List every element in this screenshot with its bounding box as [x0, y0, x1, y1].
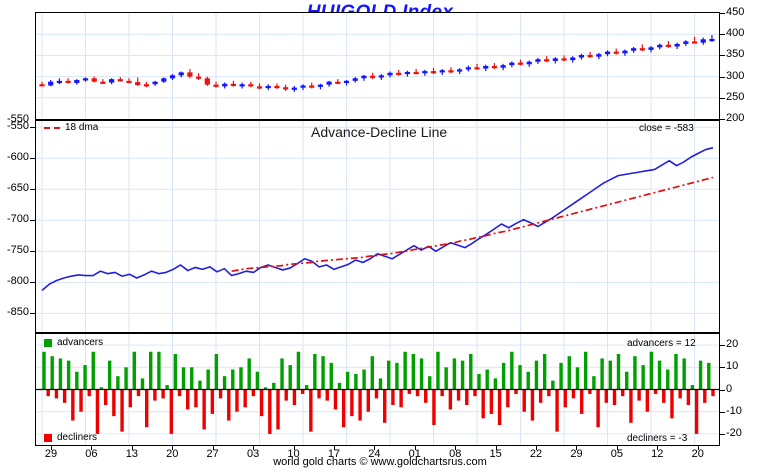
x-axis-tick-mark: [253, 446, 255, 450]
x-axis-tick-mark: [91, 446, 93, 450]
x-axis-tick-mark: [657, 446, 659, 450]
x-axis-tick-mark: [536, 446, 538, 450]
x-axis-tick-label: 05: [610, 448, 623, 460]
decliners-legend: decliners: [44, 432, 97, 443]
x-axis-tick-mark: [374, 446, 376, 450]
x-axis-tick-mark: [131, 446, 133, 450]
ad-left-ticks-tick: -550: [6, 120, 29, 133]
adline-title: Advance-Decline Line: [311, 124, 448, 140]
x-axis-tick-label: 27: [206, 448, 219, 460]
x-axis-tick-mark: [455, 446, 457, 450]
advancers-swatch-icon: [44, 338, 52, 347]
advancers-legend-label: advancers: [57, 337, 104, 348]
axis-tick-mark: [720, 76, 725, 78]
x-axis-tick-label: 10: [287, 448, 300, 460]
ad-left-ticks-tick: -850: [6, 306, 29, 319]
axis-tick-mark: [30, 158, 35, 160]
axis-tick-mark: [720, 119, 725, 120]
x-axis-tick-mark: [172, 446, 174, 450]
dma-legend: 18 dma: [44, 122, 98, 133]
axis-tick-mark: [720, 411, 725, 413]
axis-tick-mark: [30, 251, 35, 253]
ad-left-ticks-tick: -600: [6, 151, 29, 164]
x-axis-tick-label: 29: [570, 448, 583, 460]
x-axis-tick-label: 15: [489, 448, 502, 460]
x-axis-tick-label: 12: [651, 448, 664, 460]
axis-tick-mark: [720, 55, 725, 57]
breadth-right-ticks-tick: 20: [726, 338, 739, 351]
x-axis-tick-label: 17: [327, 448, 341, 460]
axis-tick-mark: [30, 189, 35, 191]
x-axis-tick-label: 20: [166, 448, 179, 460]
axis-tick-mark: [720, 97, 725, 99]
advance-decline-panel: [35, 120, 720, 333]
x-axis-tick-label: 06: [85, 448, 98, 460]
price-right-ticks-tick: 200: [726, 112, 745, 124]
x-axis-tick-mark: [212, 446, 214, 450]
adline-close-label: close = -583: [639, 123, 694, 134]
price-right-ticks-tick: 250: [726, 90, 745, 103]
x-axis-tick-label: 13: [125, 448, 138, 460]
breadth-right-ticks-tick: -10: [726, 404, 742, 417]
decliners-legend-label: decliners: [57, 432, 98, 443]
price-right-ticks-tick: 450: [726, 6, 745, 18]
breadth-right-ticks-tick: 0: [726, 382, 733, 395]
price-right-ticks-tick: 300: [726, 69, 745, 82]
x-axis-tick-label: 29: [44, 448, 58, 460]
axis-tick-mark: [30, 220, 35, 222]
x-axis-tick-label: 20: [691, 448, 704, 460]
axis-tick-mark: [720, 389, 725, 391]
axis-tick-mark: [30, 127, 35, 129]
x-axis-tick-mark: [697, 446, 699, 450]
footer-credit: world gold charts © www.goldchartsrus.co…: [273, 456, 487, 468]
x-axis-tick-mark: [293, 446, 295, 450]
axis-tick-mark: [720, 367, 725, 369]
x-axis-tick-label: 01: [408, 448, 421, 460]
decliners-value-label: decliners = -3: [627, 433, 688, 444]
axis-tick-mark: [720, 433, 725, 435]
advancers-value-label: advancers = 12: [627, 338, 696, 349]
x-axis-tick-mark: [51, 446, 52, 450]
price-panel: [35, 12, 720, 120]
price-right-ticks-tick: 400: [726, 27, 745, 40]
x-axis-tick-label: 08: [449, 448, 462, 460]
price-panel-left-tick: -550: [6, 113, 29, 125]
x-axis-tick-mark: [414, 446, 416, 450]
breadth-right-ticks-tick: 10: [726, 360, 739, 373]
x-axis-tick-mark: [576, 446, 578, 450]
ad-left-ticks-tick: -750: [6, 244, 29, 257]
x-axis-tick-label: 03: [246, 448, 260, 460]
ad-left-ticks-tick: -700: [6, 213, 29, 226]
breadth-right-ticks-tick: -20: [726, 426, 742, 439]
advancers-legend: advancers: [44, 337, 103, 348]
axis-tick-mark: [30, 282, 35, 284]
x-axis-tick-label: 22: [529, 448, 543, 460]
decliners-swatch-icon: [44, 433, 52, 442]
x-axis-tick-mark: [333, 446, 335, 450]
dma-line-icon: [44, 126, 60, 129]
price-right-ticks-tick: 350: [726, 48, 745, 61]
ad-left-ticks-tick: -800: [6, 275, 29, 288]
axis-tick-mark: [720, 34, 725, 36]
axis-tick-mark: [30, 313, 35, 315]
ad-left-ticks-tick: -650: [6, 182, 29, 195]
axis-tick-mark: [720, 13, 725, 14]
x-axis-tick-mark: [616, 446, 618, 450]
dma-legend-label: 18 dma: [65, 122, 99, 133]
x-axis-tick-mark: [495, 446, 497, 450]
x-axis-tick-label: 24: [368, 448, 381, 460]
axis-tick-mark: [720, 345, 725, 347]
breadth-panel: [35, 333, 720, 446]
